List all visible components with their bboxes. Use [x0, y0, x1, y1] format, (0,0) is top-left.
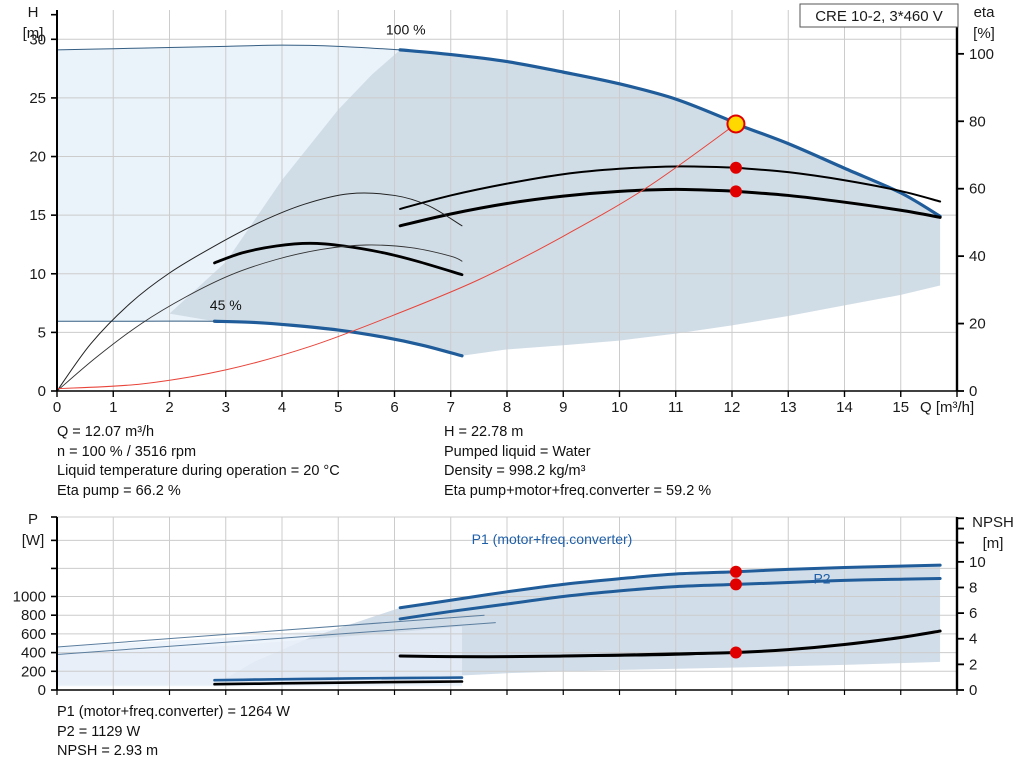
npsh-tick-label: 8 [969, 579, 977, 596]
npsh-tick-label: 0 [969, 682, 977, 699]
curve-eta-pump-motor-freq-converter [398, 187, 942, 228]
h-axis-title: H [28, 4, 39, 21]
p-tick-label: 200 [21, 663, 46, 680]
duty-point-marker[interactable] [726, 114, 746, 134]
power-band-light-2 [57, 626, 462, 685]
eta-axis-unit: [%] [973, 25, 995, 42]
curve-p2 [398, 577, 942, 621]
curve-p1-45- [213, 676, 464, 682]
title-box [799, 3, 959, 28]
info-left-line4: Eta pump = 66.2 % [57, 482, 181, 499]
power-marker-point [729, 565, 742, 578]
npsh-tick-label: 4 [969, 631, 977, 648]
info-block-right: H = 22.78 m Pumped liquid = Water Densit… [444, 423, 711, 501]
q-tick-label: 0 [53, 399, 61, 416]
info-right-line4: Eta pump+motor+freq.converter = 59.2 % [444, 482, 712, 499]
info-block-bottom: P1 (motor+freq.converter) = 1264 W P2 = … [57, 703, 290, 762]
info-left-line3: Liquid temperature during operation = 20… [57, 463, 340, 479]
h-tick-label: 5 [38, 324, 46, 341]
info-right-line3: Density = 998.2 kg/m³ [444, 463, 586, 479]
p-axis-title: P [28, 511, 38, 528]
npsh-axis-title: NPSH [972, 514, 1014, 531]
q-tick-label: 9 [559, 399, 567, 416]
q-tick-label: 14 [836, 399, 853, 416]
h-tick-label: 20 [29, 149, 46, 166]
eta-tick-label: 100 [969, 46, 994, 63]
info-bottom-line3: NPSH = 2.93 m [57, 743, 159, 759]
h-tick-label: 10 [29, 266, 46, 283]
curve-eta-pump-45-thin- [56, 192, 463, 392]
power-annotation-p1-motor-freq-converter-: P1 (motor+freq.converter) [472, 531, 633, 547]
eta-tick-label: 80 [969, 113, 986, 130]
curve-p1-motor-freq-converter- [398, 563, 942, 610]
q-tick-label: 12 [724, 399, 741, 416]
eta-tick-label: 20 [969, 316, 986, 333]
q-tick-label: 4 [278, 399, 286, 416]
npsh-tick-label: 2 [969, 656, 977, 673]
info-right-line1: H = 22.78 m [444, 424, 524, 440]
info-bottom-line1: P1 (motor+freq.converter) = 1264 W [57, 704, 290, 720]
p-tick-label: 0 [38, 682, 46, 699]
q-tick-label: 11 [668, 399, 684, 416]
power-marker-point [729, 646, 742, 659]
eta-marker-point [729, 161, 742, 174]
q-tick-label: 2 [165, 399, 173, 416]
q-tick-label: 7 [447, 399, 455, 416]
info-left-line1: Q = 12.07 m³/h [57, 424, 155, 440]
npsh-tick-label: 6 [969, 605, 977, 622]
power-marker-point [729, 578, 742, 591]
curve-annotation-100-: 100 % [386, 22, 426, 38]
npsh-tick-label: 10 [969, 554, 986, 571]
curve-npsh-45-thin [422, 651, 737, 658]
curve-head-curve-100- [398, 48, 942, 218]
q-tick-label: 8 [503, 399, 511, 416]
npsh-axis-unit: [m] [983, 535, 1004, 552]
h-tick-label: 30 [29, 31, 46, 48]
info-bottom-line2: P2 = 1129 W [57, 723, 141, 740]
curve-eta-envelope-thin-lower [56, 244, 463, 392]
h-tick-label: 15 [29, 207, 46, 224]
q-tick-label: 5 [334, 399, 342, 416]
p-tick-label: 600 [21, 626, 46, 643]
eta-marker-point [729, 185, 742, 198]
q-tick-label: 13 [780, 399, 797, 416]
title-box-label: CRE 10-2, 3*460 V [815, 8, 943, 25]
q-tick-label: 10 [611, 399, 628, 416]
info-right-line2: Pumped liquid = Water [444, 443, 591, 460]
operating-band-dark [169, 49, 941, 356]
eta-tick-label: 0 [969, 383, 977, 400]
curve-head-curve-45- [212, 319, 464, 358]
h-axis-unit: [m] [23, 25, 44, 42]
info-block-left: Q = 12.07 m³/h n = 100 % / 3516 rpm Liqu… [57, 423, 340, 501]
p-tick-label: 1000 [13, 588, 46, 605]
q-tick-label: 3 [222, 399, 230, 416]
power-annotation-p2: P2 [813, 570, 830, 586]
h-tick-label: 25 [29, 90, 46, 107]
h-tick-label: 0 [38, 383, 46, 400]
eta-axis-title: eta [974, 4, 996, 21]
q-axis-title: Q [m³/h] [920, 399, 974, 416]
p-tick-label: 400 [21, 645, 46, 662]
eta-tick-label: 60 [969, 181, 986, 198]
eta-tick-label: 40 [969, 248, 986, 265]
q-tick-label: 15 [892, 399, 909, 416]
power-envelope-lower [56, 622, 496, 655]
curve-head-curve-100-thin-extension- [56, 44, 401, 51]
curve-eta-pump [399, 165, 942, 210]
curve-p2-45- [213, 680, 464, 686]
q-tick-label: 6 [390, 399, 398, 416]
p-tick-label: 800 [21, 607, 46, 624]
p-axis-unit: [W] [22, 532, 45, 549]
q-tick-label: 1 [109, 399, 117, 416]
power-envelope-upper [56, 614, 485, 648]
curve-eta-pump-motor-freq-converter-45- [213, 241, 464, 277]
curve-system-curve [56, 123, 737, 390]
curve-annotation-45-: 45 % [210, 297, 242, 313]
info-left-line2: n = 100 % / 3516 rpm [57, 443, 197, 460]
